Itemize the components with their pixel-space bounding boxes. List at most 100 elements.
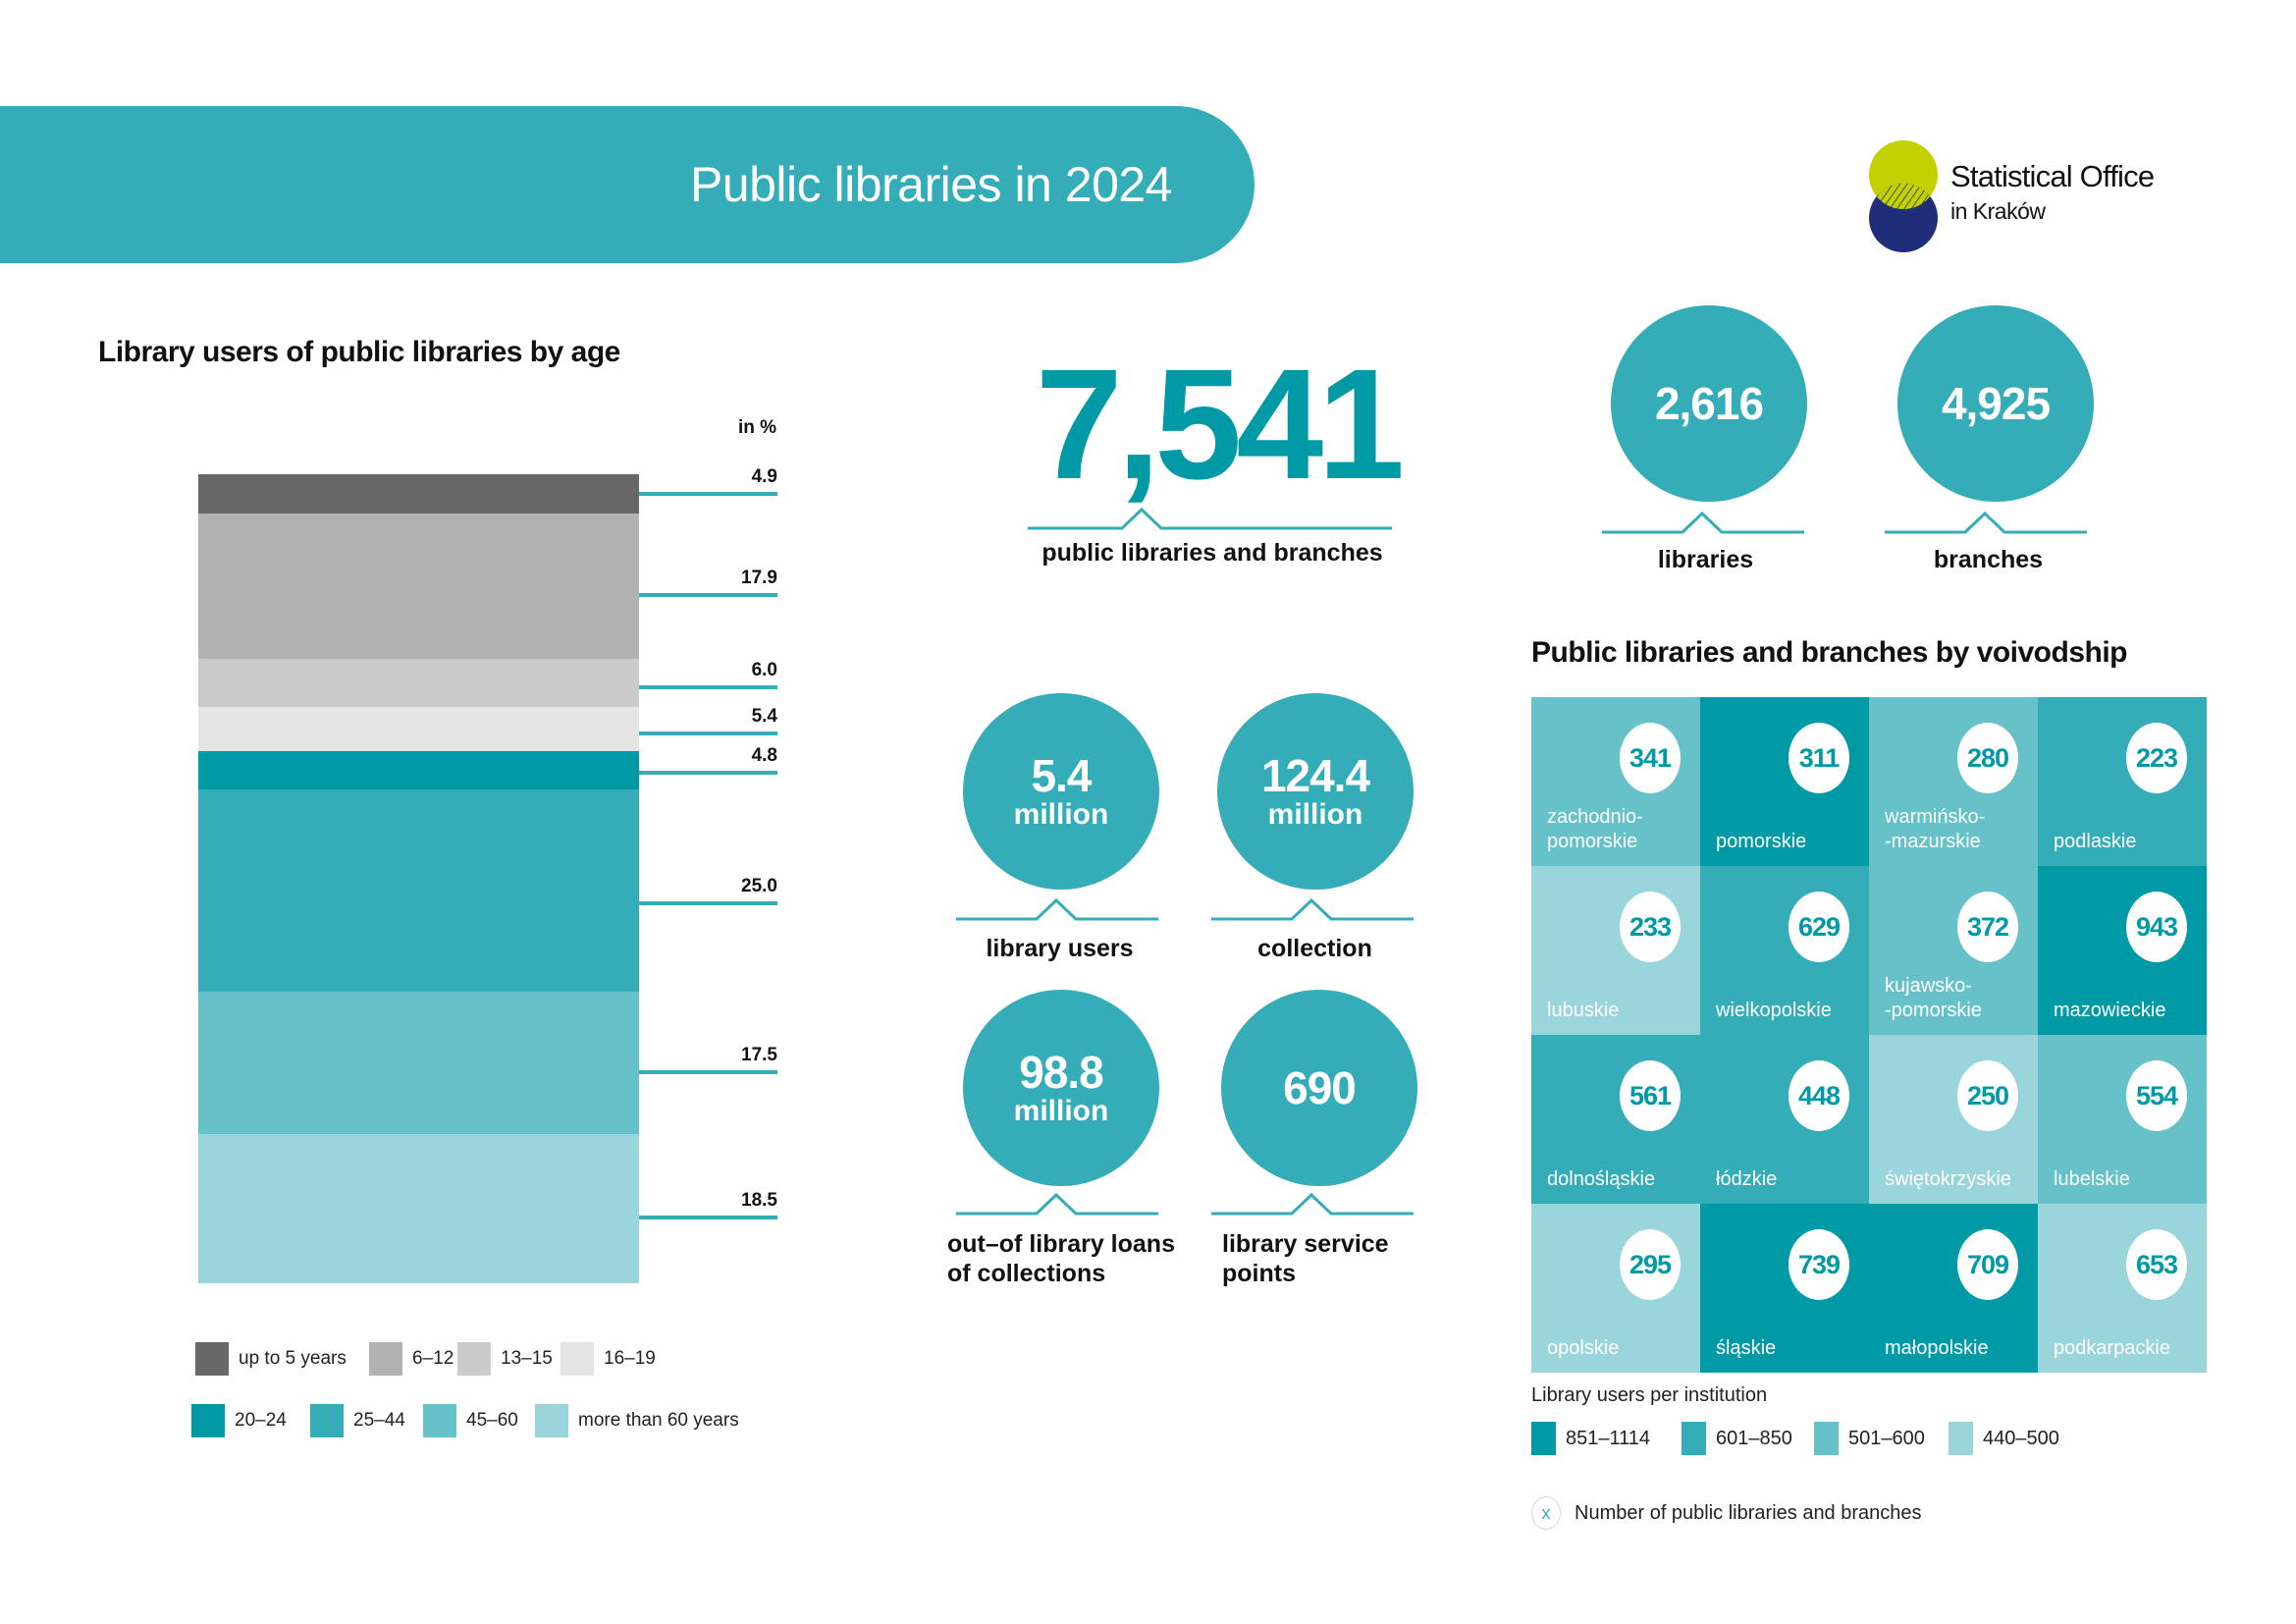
voivodship-cell: 709 małopolskie	[1869, 1204, 2038, 1373]
grid-legend-item: 851–1114	[1531, 1422, 1650, 1455]
pointer-line-icon	[1885, 511, 2087, 534]
library-count-badge: 448	[1789, 1060, 1849, 1131]
loans-label: out–of library loans of collections	[947, 1230, 1175, 1287]
legend-label: 20–24	[235, 1410, 287, 1431]
legend-swatch	[561, 1342, 594, 1376]
unit-label: in %	[738, 417, 777, 438]
legend-label: 45–60	[466, 1410, 518, 1431]
users-unit: million	[1013, 798, 1109, 831]
library-count-badge: 223	[2126, 723, 2187, 793]
voivodship-cell: 311 pomorskie	[1700, 697, 1869, 866]
data-label: 17.5	[741, 1045, 777, 1065]
voivodship-cell: 295 opolskie	[1531, 1204, 1700, 1373]
bar-segment	[198, 750, 639, 790]
page-title: Public libraries in 2024	[689, 157, 1173, 212]
data-label: 6.0	[751, 660, 777, 680]
total-libraries-value: 7,541	[1035, 336, 1405, 512]
bar-segment	[198, 992, 639, 1135]
pointer-line-icon	[1028, 507, 1392, 530]
two-overlapping-circles-logo-icon	[1869, 140, 1938, 252]
count-symbol-icon: x	[1531, 1496, 1561, 1530]
leader-line	[639, 1070, 777, 1074]
data-label: 25.0	[741, 876, 777, 896]
service-points-value: 690	[1283, 1062, 1357, 1113]
leader-line	[639, 685, 777, 689]
bar-segment	[198, 1133, 639, 1284]
collection-value: 124.4	[1260, 750, 1370, 801]
leader-line	[639, 731, 777, 735]
voivodship-name: łódzkie	[1716, 1168, 1778, 1190]
legend-swatch	[369, 1342, 402, 1376]
legend-item: 45–60	[423, 1404, 518, 1437]
voivodship-name: lubuskie	[1547, 1000, 1620, 1021]
service-points-circle: 690	[1221, 990, 1417, 1186]
library-count-badge: 295	[1620, 1229, 1681, 1300]
legend-item: 6–12	[369, 1342, 454, 1376]
collection-label: collection	[1257, 935, 1372, 962]
leader-line	[639, 771, 777, 775]
pointer-line-icon	[956, 897, 1158, 921]
legend-label: 13–15	[501, 1348, 553, 1369]
bar-segment	[198, 658, 639, 708]
voivodship-title: Public libraries and branches by voivods…	[1531, 636, 2128, 669]
voivodship-name: śląskie	[1716, 1337, 1777, 1359]
legend-label: more than 60 years	[578, 1410, 739, 1431]
legend-label: 851–1114	[1566, 1427, 1651, 1449]
legend-item: 25–44	[310, 1404, 405, 1437]
data-label: 4.9	[751, 466, 777, 487]
data-label: 5.4	[751, 706, 777, 727]
legend-label: 440–500	[1983, 1427, 2059, 1449]
branches-value: 4,925	[1941, 378, 2051, 429]
library-count-badge: 372	[1957, 892, 2018, 962]
users-value: 5.4	[1031, 750, 1093, 801]
grid-legend-item: 440–500	[1949, 1422, 2059, 1455]
legend-item: 16–19	[561, 1342, 656, 1376]
voivodship-grid: 341 zachodnio- pomorskie 311 pomorskie 280 wa…	[1531, 697, 2207, 1373]
voivodship-cell: 223 podlaskie	[2038, 697, 2207, 866]
legend-swatch	[195, 1342, 229, 1376]
legend-swatch	[457, 1342, 491, 1376]
voivodship-cell: 653 podkarpackie	[2038, 1204, 2207, 1373]
voivodship-name: lubelskie	[2054, 1168, 2130, 1190]
voivodship-cell: 250 świętokrzyskie	[1869, 1035, 2038, 1204]
legend-swatch	[535, 1404, 568, 1437]
total-libraries-label: public libraries and branches	[1041, 539, 1383, 567]
pointer-line-icon	[956, 1192, 1158, 1216]
voivodship-cell: 233 lubuskie	[1531, 866, 1700, 1035]
voivodship-cell: 739 śląskie	[1700, 1204, 1869, 1373]
header-banner: Public libraries in 2024	[0, 106, 1255, 263]
bar-segment	[198, 514, 639, 660]
pointer-line-icon	[1211, 1192, 1414, 1216]
voivodship-cell: 448 łódzkie	[1700, 1035, 1869, 1204]
bar-segment	[198, 789, 639, 993]
data-label: 18.5	[741, 1190, 777, 1211]
libraries-value: 2,616	[1654, 378, 1764, 429]
pointer-line-icon	[1211, 897, 1414, 921]
voivodship-cell: 280 warmińsko- -mazurskie	[1869, 697, 2038, 866]
voivodship-name: opolskie	[1547, 1337, 1620, 1359]
library-count-badge: 561	[1620, 1060, 1681, 1131]
legend-label: 16–19	[604, 1348, 656, 1369]
voivodship-name: zachodnio- pomorskie	[1547, 806, 1643, 852]
voivodship-name: podlaskie	[2054, 831, 2137, 852]
voivodship-name: świętokrzyskie	[1885, 1168, 2011, 1190]
loans-circle: 98.8 million	[963, 990, 1159, 1186]
users-circle: 5.4 million	[963, 693, 1159, 890]
library-count-badge: 311	[1789, 723, 1849, 793]
service-points-label: library service points	[1222, 1230, 1389, 1287]
libraries-label: libraries	[1657, 546, 1754, 573]
legend-label: up to 5 years	[239, 1348, 347, 1369]
grid-note: x Number of public libraries and branche…	[1531, 1496, 1922, 1530]
voivodship-name: kujawsko- -pomorskie	[1885, 975, 1982, 1021]
legend-label: 501–600	[1848, 1427, 1925, 1449]
loans-unit: million	[1013, 1095, 1109, 1127]
voivodship-name: warmińsko- -mazurskie	[1885, 806, 1986, 852]
grid-legend-item: 601–850	[1682, 1422, 1792, 1455]
branches-circle: 4,925	[1897, 305, 2094, 502]
logo-text-line1: Statistical Office	[1950, 159, 2155, 193]
voivodship-cell: 561 dolnośląskie	[1531, 1035, 1700, 1204]
voivodship-cell: 341 zachodnio- pomorskie	[1531, 697, 1700, 866]
legend-item: 20–24	[191, 1404, 287, 1437]
voivodship-cell: 943 mazowieckie	[2038, 866, 2207, 1035]
legend-swatch	[1531, 1422, 1556, 1455]
